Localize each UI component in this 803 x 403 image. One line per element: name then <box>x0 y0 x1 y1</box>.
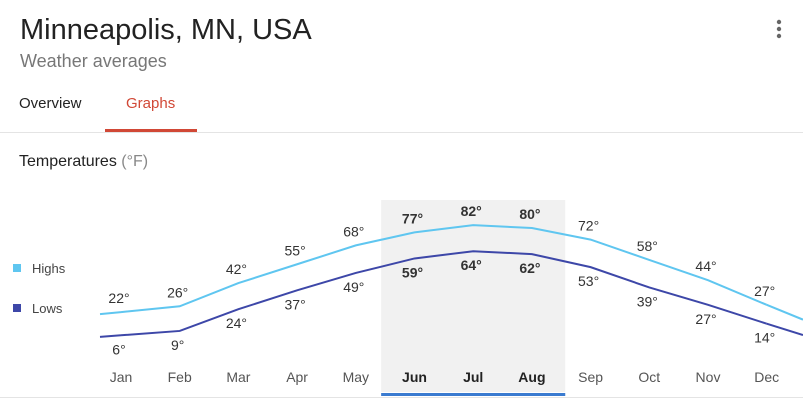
line-extension <box>766 303 803 321</box>
value-label: 27° <box>754 283 775 299</box>
value-label: 62° <box>519 260 540 276</box>
tab-underline <box>105 129 197 132</box>
value-label: 9° <box>171 337 184 353</box>
value-label: 80° <box>519 206 540 222</box>
value-label: 44° <box>695 258 716 274</box>
value-label: 27° <box>695 311 716 327</box>
month-label: Nov <box>696 369 721 385</box>
value-label: 26° <box>167 284 188 300</box>
month-label: Sep <box>578 369 603 385</box>
legend-label: Lows <box>32 301 63 316</box>
value-label: 58° <box>637 238 658 254</box>
line-extension <box>99 334 122 338</box>
separator <box>0 132 803 133</box>
highlight-bar <box>381 393 566 396</box>
section-title: Temperatures (°F) <box>19 153 148 170</box>
section-unit: (°F) <box>121 153 148 170</box>
value-label: 37° <box>285 296 306 312</box>
series-line <box>120 250 768 337</box>
month-label: Dec <box>754 369 779 385</box>
value-label: 49° <box>343 279 364 295</box>
month-label: Mar <box>226 369 250 385</box>
month-label: Feb <box>168 369 192 385</box>
subtitle: Weather averages <box>20 51 167 71</box>
value-label: 24° <box>226 315 247 331</box>
value-label: 39° <box>637 293 658 309</box>
line-extension <box>99 311 122 316</box>
month-label: Oct <box>638 369 660 385</box>
value-label: 77° <box>402 210 423 226</box>
legend-label: Highs <box>32 261 66 276</box>
month-label: Jan <box>110 369 133 385</box>
value-label: 82° <box>461 203 482 219</box>
tab-graphs[interactable]: Graphs <box>126 95 175 112</box>
place-title: Minneapolis, MN, USA <box>20 14 312 46</box>
value-label: 22° <box>108 290 129 306</box>
legend-swatch <box>13 304 21 312</box>
tab-overview[interactable]: Overview <box>19 95 82 112</box>
value-label: 68° <box>343 223 364 239</box>
section-name: Temperatures <box>19 153 117 170</box>
month-label: Aug <box>518 369 545 385</box>
month-label: May <box>343 369 369 385</box>
value-label: 42° <box>226 261 247 277</box>
value-label: 6° <box>112 341 125 357</box>
month-label: Jun <box>402 369 427 385</box>
value-label: 14° <box>754 330 775 346</box>
bottom-line <box>0 397 803 398</box>
month-label: Apr <box>286 369 308 385</box>
month-label: Jul <box>463 369 483 385</box>
value-label: 59° <box>402 264 423 280</box>
value-label: 64° <box>461 257 482 273</box>
series-line <box>120 224 768 314</box>
value-label: 72° <box>578 218 599 234</box>
value-label: 53° <box>578 273 599 289</box>
value-label: 55° <box>285 242 306 258</box>
line-extension <box>766 322 803 336</box>
legend-swatch <box>13 264 21 272</box>
menu-button[interactable] <box>776 19 782 39</box>
